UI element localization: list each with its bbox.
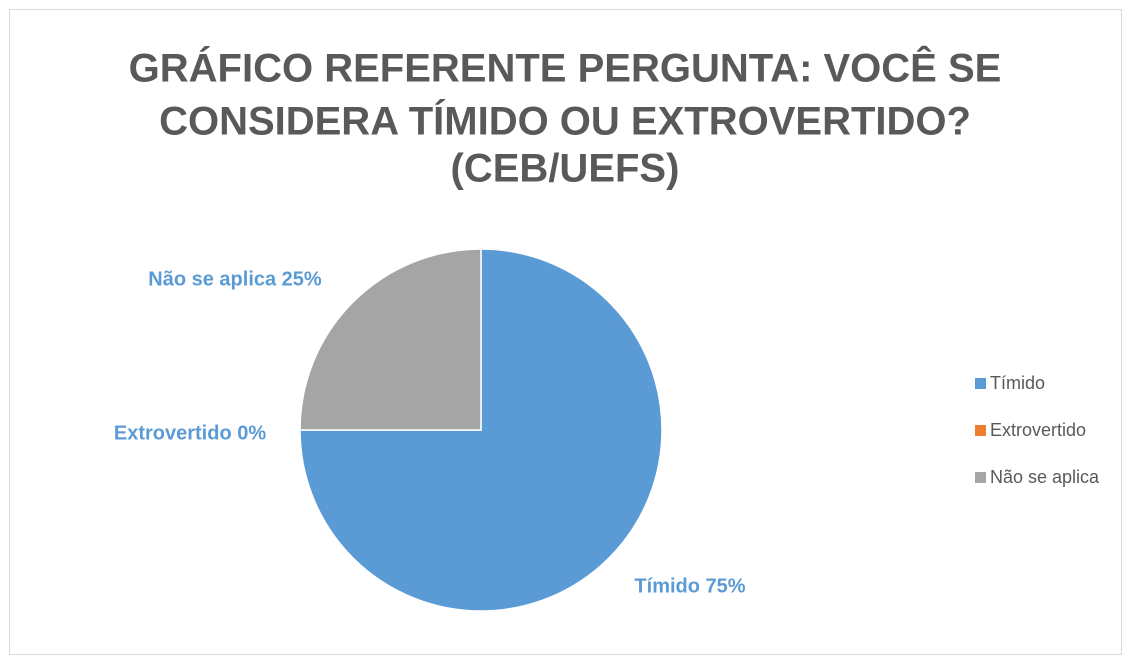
chart-title: CONSIDERA TÍMIDO OU EXTROVERTIDO? (159, 99, 971, 144)
legend-label: Extrovertido (990, 420, 1086, 440)
legend-label: Tímido (990, 373, 1045, 393)
legend-swatch (975, 378, 986, 389)
data-label: Não se aplica 25% (148, 268, 322, 290)
chart-title: (CEB/UEFS) (451, 147, 680, 191)
chart-title: GRÁFICO REFERENTE PERGUNTA: VOCÊ SE (129, 45, 1002, 91)
legend-label: Não se aplica (990, 467, 1100, 487)
data-label: Tímido 75% (634, 575, 745, 597)
legend-swatch (975, 425, 986, 436)
pie-slice (299, 248, 482, 431)
data-label: Extrovertido 0% (114, 422, 266, 444)
legend-swatch (975, 472, 986, 483)
pie-slice (299, 248, 663, 612)
